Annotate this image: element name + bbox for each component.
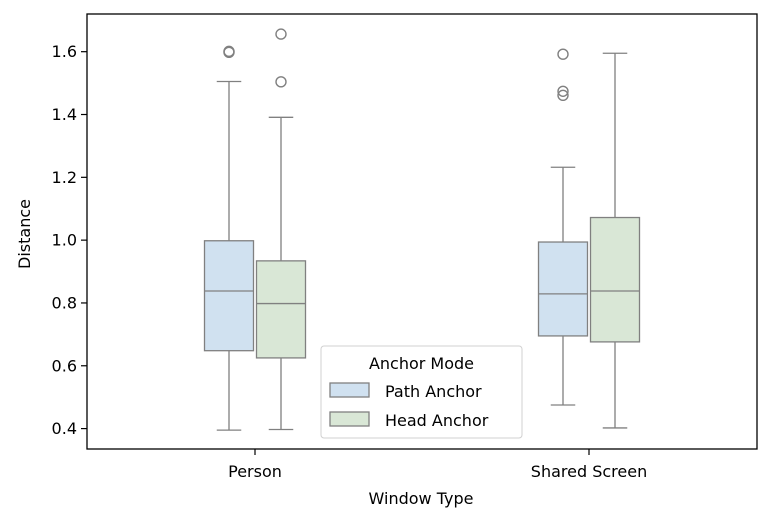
legend-frame [320,345,523,439]
y-tick-label: 1.0 [52,231,77,250]
x-axis-title: Window Type [369,489,474,508]
y-tick-label: 1.2 [52,168,77,187]
legend-label-path-anchor: Path Anchor [385,382,482,401]
outlier-point [557,89,569,102]
outlier-point [557,85,569,97]
legend-title: Anchor Mode [369,354,474,373]
outlier-point [557,48,569,60]
box-path-anchor-person [203,45,255,431]
box-path-anchor-shared-screen [537,48,589,406]
outlier-point [275,76,287,88]
iqr-box [255,260,307,359]
plot-frame [86,13,758,450]
outlier-point [223,45,235,58]
y-tick-label: 1.6 [52,42,77,61]
legend-label-head-anchor: Head Anchor [385,411,489,430]
legend-swatch-path-anchor [329,382,370,398]
legend-swatch-head-anchor [329,411,370,427]
box-head-anchor-person [255,28,307,431]
iqr-box [589,216,641,343]
x-tick-label: Person [228,462,282,481]
legend: Anchor Mode Path Anchor Head Anchor [320,345,523,439]
y-axis: 0.4 0.6 0.8 1.0 1.2 1.4 1.6 [52,42,87,438]
y-axis-title: Distance [15,199,34,269]
x-tick-label: Shared Screen [531,462,647,481]
iqr-box [537,241,589,337]
y-tick-label: 0.4 [52,419,77,438]
y-tick-label: 0.8 [52,293,77,312]
x-axis: Person Shared Screen [228,449,647,481]
box-head-anchor-shared-screen [589,52,641,429]
iqr-box [203,240,255,352]
y-tick-label: 1.4 [52,105,77,124]
y-tick-label: 0.6 [52,356,77,375]
boxes-layer [203,28,641,431]
outlier-point [275,28,287,40]
